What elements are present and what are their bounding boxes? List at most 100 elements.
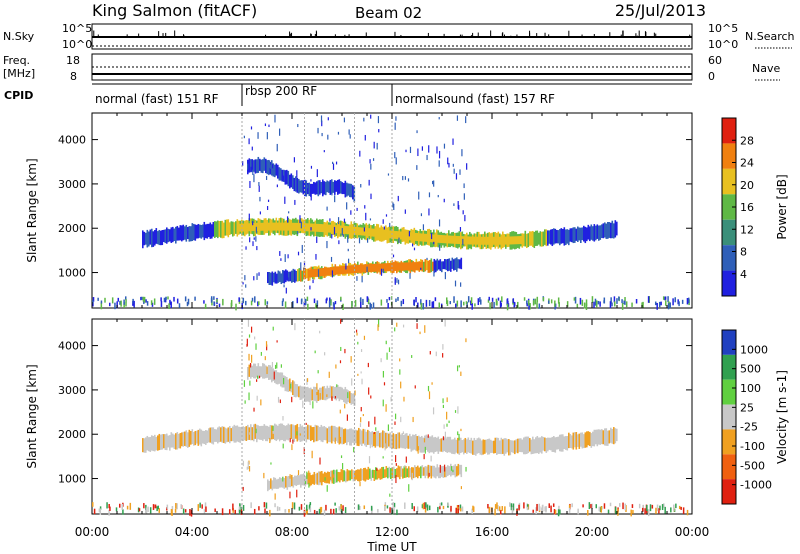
- echo-mark: [380, 432, 383, 448]
- echo-mark: [166, 433, 168, 451]
- echo-mark: [346, 429, 348, 446]
- speckle: [282, 443, 284, 449]
- ground-scatter: [396, 509, 398, 516]
- echo-mark: [382, 466, 385, 479]
- echo-core: [403, 262, 406, 271]
- echo-mark: [307, 183, 309, 195]
- ground-scatter: [242, 297, 245, 304]
- echo-mark: [565, 229, 567, 246]
- ground-scatter: [480, 299, 482, 305]
- colorbar-tick-label: 500: [740, 363, 761, 376]
- echo-mark: [341, 387, 344, 401]
- echo-mark: [293, 177, 296, 192]
- echo-mark: [494, 437, 497, 454]
- ground-scatter: [171, 506, 174, 510]
- echo-core: [383, 229, 386, 238]
- speckle: [300, 221, 302, 229]
- echo-mark: [304, 179, 306, 197]
- echo-mark: [191, 223, 194, 242]
- speckle: [357, 341, 359, 345]
- speckle: [317, 127, 319, 134]
- speckle: [314, 350, 316, 354]
- echo-core: [373, 228, 375, 237]
- echo-mark: [423, 261, 425, 273]
- echo-mark: [151, 228, 153, 248]
- speckle: [245, 284, 247, 288]
- ground-scatter: [334, 301, 337, 305]
- ground-scatter: [391, 509, 394, 515]
- echo-mark: [332, 181, 335, 193]
- y-axis-title: Slant Range [km]: [25, 158, 39, 262]
- echo-mark: [337, 427, 339, 443]
- echo-mark: [244, 427, 246, 441]
- echo-mark: [208, 223, 210, 238]
- echo-mark: [292, 424, 294, 442]
- echo-mark: [427, 464, 430, 479]
- echo-mark: [155, 228, 158, 244]
- echo-mark: [571, 435, 573, 449]
- echo-mark: [263, 424, 266, 440]
- echo-mark: [281, 372, 284, 388]
- echo-mark: [298, 386, 300, 398]
- echo-core: [322, 267, 325, 276]
- ground-scatter: [121, 503, 123, 510]
- ground-scatter: [182, 508, 185, 515]
- echo-mark: [577, 226, 579, 242]
- echo-mark: [346, 389, 348, 405]
- echo-mark: [322, 426, 324, 443]
- colorbar-swatch: [722, 168, 736, 195]
- speckle: [395, 157, 397, 165]
- echo-core: [370, 228, 372, 237]
- ground-scatter: [278, 507, 281, 511]
- echo-mark: [336, 469, 338, 483]
- speckle: [350, 210, 352, 215]
- echo-core: [414, 262, 416, 271]
- echo-mark: [302, 426, 305, 441]
- echo-mark: [268, 480, 271, 490]
- ground-scatter: [655, 507, 657, 514]
- echo-core: [487, 236, 489, 245]
- speckle: [444, 319, 446, 327]
- echo-core: [409, 262, 412, 271]
- ground-scatter: [264, 508, 266, 514]
- ground-scatter: [595, 300, 598, 308]
- ground-scatter: [325, 298, 328, 304]
- speckle: [368, 421, 370, 427]
- speckle: [245, 246, 247, 250]
- ground-scatter: [238, 509, 241, 515]
- echo-mark: [158, 229, 161, 246]
- echo-mark: [363, 468, 365, 481]
- speckle: [364, 134, 366, 141]
- echo-core: [242, 223, 245, 232]
- speckle: [424, 446, 426, 454]
- ground-scatter: [332, 508, 335, 515]
- speckle: [292, 439, 294, 444]
- echo-core: [367, 264, 370, 273]
- echo-mark: [224, 427, 227, 444]
- echo-mark: [379, 468, 382, 480]
- ground-scatter: [340, 508, 343, 513]
- echo-core: [476, 236, 479, 245]
- echo-mark: [226, 428, 228, 443]
- speckle: [430, 232, 433, 240]
- echo-mark: [263, 157, 266, 171]
- echo-mark: [447, 258, 449, 272]
- echo-mark: [298, 427, 300, 441]
- speckle: [255, 428, 257, 434]
- echo-mark: [506, 439, 509, 453]
- echo-mark: [331, 179, 333, 195]
- ground-scatter: [453, 296, 455, 303]
- echo-mark: [288, 476, 290, 488]
- speckle: [260, 351, 262, 356]
- ground-scatter: [431, 301, 434, 308]
- speckle: [301, 425, 303, 428]
- echo-mark: [284, 425, 287, 442]
- ground-scatter: [599, 301, 601, 307]
- echo-mark: [214, 221, 216, 239]
- ground-scatter: [397, 296, 399, 301]
- speckle: [382, 370, 385, 378]
- echo-mark: [587, 431, 590, 446]
- speckle: [326, 485, 328, 492]
- speckle: [411, 472, 413, 481]
- echo-core: [259, 222, 261, 231]
